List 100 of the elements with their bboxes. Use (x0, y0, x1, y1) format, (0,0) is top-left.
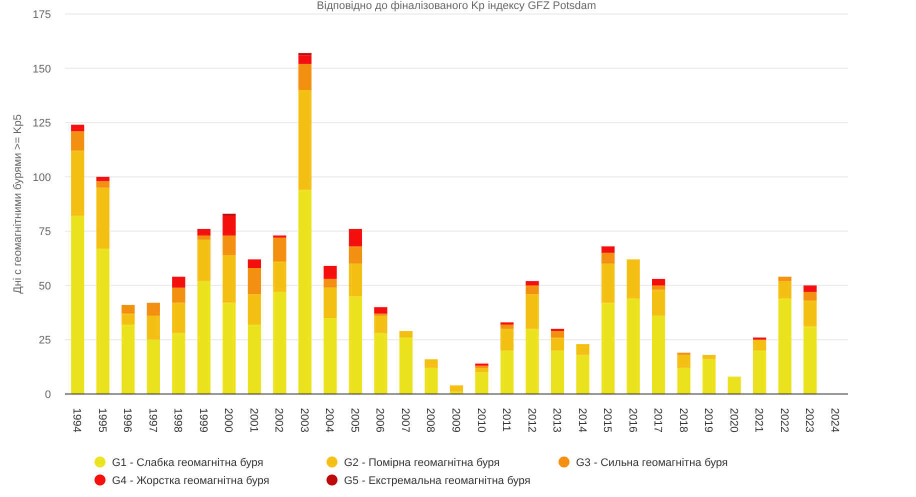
x-tick-label: 2019 (702, 408, 714, 432)
x-tick-label: 2012 (525, 408, 538, 432)
y-axis-title: Дні с геомагнітними бурями >= Kp5 (12, 114, 24, 294)
bar (576, 354, 590, 394)
y-tick-label: 0 (44, 389, 51, 401)
x-tick-label: 1996 (121, 408, 134, 432)
x-tick-label: 2004 (323, 408, 336, 432)
bar (197, 281, 210, 394)
bar (601, 264, 615, 303)
bar (601, 246, 615, 253)
bar (677, 368, 690, 394)
bar (222, 302, 236, 394)
bar (348, 246, 362, 264)
bar (348, 228, 362, 246)
bar (399, 331, 413, 338)
x-tick-label: 2021 (752, 408, 765, 432)
x-tick-label: 1999 (196, 408, 209, 432)
bar (248, 294, 261, 325)
bar (122, 304, 135, 314)
bar (374, 307, 388, 314)
x-tick-label: 2008 (424, 408, 436, 432)
x-tick-label: 1995 (96, 408, 108, 432)
bar (96, 176, 110, 182)
bar (248, 324, 261, 394)
bar (804, 285, 817, 292)
legend-label: G4 - Жорстка геомагнітна буря (112, 475, 270, 487)
bar (248, 268, 261, 294)
x-tick-label: 2023 (803, 408, 816, 432)
bar (96, 188, 110, 249)
x-tick-label: 2011 (500, 408, 512, 432)
bar (778, 281, 792, 298)
bar (526, 285, 539, 294)
x-tick-label: 2024 (828, 408, 840, 432)
bar (778, 276, 792, 282)
bar (122, 324, 135, 394)
bar (146, 340, 160, 394)
bar (324, 278, 337, 288)
bar (298, 90, 312, 190)
y-tick-label: 25 (38, 334, 51, 347)
x-tick-label: 2010 (474, 408, 487, 432)
bar (374, 316, 388, 334)
bar (146, 316, 160, 340)
bar (172, 276, 186, 288)
x-tick-label: 2016 (626, 408, 638, 432)
bar (702, 359, 716, 394)
bar (500, 322, 514, 325)
bar (399, 338, 413, 394)
bar (197, 235, 210, 240)
bar (652, 316, 666, 394)
bar (626, 259, 640, 298)
bar (550, 331, 564, 338)
bar (96, 181, 110, 188)
bar (652, 290, 666, 316)
bar (374, 333, 388, 394)
bar (424, 359, 438, 368)
x-tick-label: 2013 (550, 408, 563, 432)
bar (526, 294, 539, 329)
bar (298, 55, 312, 64)
bar (626, 298, 640, 394)
bar (500, 350, 514, 394)
bar (500, 328, 514, 351)
bar (71, 216, 84, 394)
bar (222, 255, 236, 303)
bar (728, 376, 741, 394)
bar (550, 350, 564, 394)
y-tick-label: 100 (32, 172, 51, 184)
x-tick-label: 2001 (247, 408, 260, 432)
chart-subtitle: Відповідно до фіналізованого Kp індексу GFZ Potsdam (316, 0, 596, 12)
y-tick-label: 175 (32, 9, 51, 21)
bar (122, 314, 135, 325)
bar (197, 240, 210, 282)
bar (298, 190, 312, 394)
x-tick-label: 2007 (398, 408, 411, 432)
x-tick-label: 2002 (272, 408, 285, 432)
y-tick-label: 150 (32, 63, 51, 76)
x-tick-label: 2003 (298, 408, 310, 432)
x-tick-label: 2017 (652, 408, 664, 432)
x-tick-label: 2020 (727, 408, 740, 432)
bar (222, 235, 236, 256)
bar (652, 278, 666, 286)
bar (273, 292, 286, 394)
bar (753, 350, 766, 394)
bar (71, 150, 84, 216)
legend-label: G1 - Слабка геомагнітна буря (112, 457, 264, 469)
bar (172, 302, 186, 334)
x-tick-label: 2000 (222, 408, 234, 432)
bar (348, 264, 362, 296)
bar (576, 344, 590, 355)
bar (273, 235, 286, 238)
bar (753, 340, 766, 351)
bar (324, 318, 337, 394)
bar (71, 131, 84, 151)
bar (475, 368, 488, 372)
bar (652, 285, 666, 290)
legend-label: G5 - Екстремальна геомагнітна буря (344, 475, 531, 487)
bar (324, 288, 337, 318)
y-tick-label: 125 (32, 118, 51, 130)
x-tick-label: 2018 (676, 408, 689, 432)
x-tick-label: 1994 (70, 408, 83, 432)
bar (526, 281, 539, 286)
